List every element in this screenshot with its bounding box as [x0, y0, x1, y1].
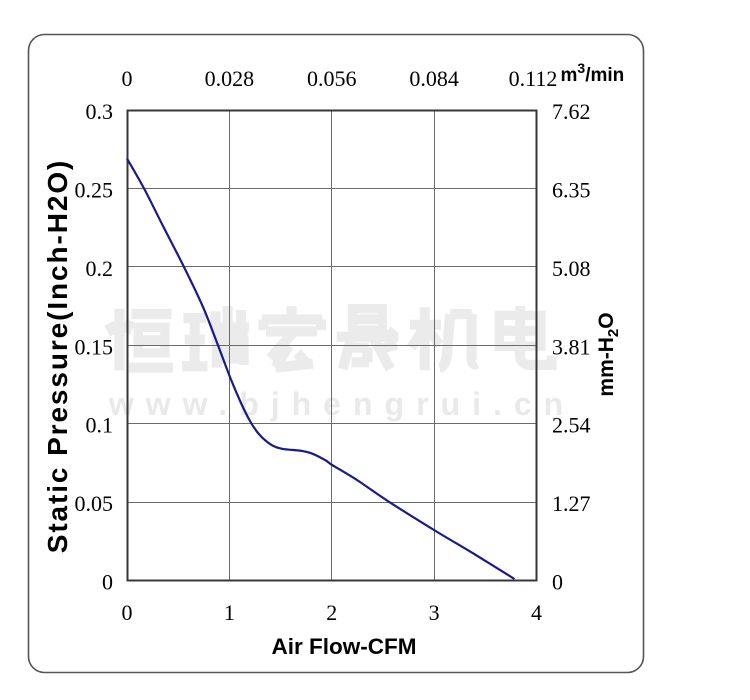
svg-text:0: 0 [122, 66, 133, 91]
svg-text:0.084: 0.084 [409, 66, 459, 91]
svg-text:0.05: 0.05 [75, 491, 114, 516]
svg-text:0.1: 0.1 [86, 413, 114, 438]
svg-text:0: 0 [122, 600, 133, 625]
svg-text:Air Flow-CFM: Air Flow-CFM [272, 634, 417, 659]
svg-text:5.08: 5.08 [552, 256, 591, 281]
svg-text:4: 4 [531, 600, 542, 625]
svg-text:Static Pressure(Inch-H2O): Static Pressure(Inch-H2O) [42, 159, 73, 554]
svg-text:1.27: 1.27 [552, 491, 591, 516]
svg-text:mm-H2O: mm-H2O [595, 312, 622, 396]
svg-text:m3/min: m3/min [561, 60, 625, 86]
svg-text:0.112: 0.112 [509, 66, 558, 91]
svg-text:0.028: 0.028 [205, 66, 255, 91]
svg-text:0.2: 0.2 [86, 256, 114, 281]
svg-text:0.15: 0.15 [75, 334, 114, 359]
svg-text:www.bjhengrui.cn: www.bjhengrui.cn [108, 386, 575, 422]
svg-text:0.3: 0.3 [86, 99, 114, 124]
svg-text:0: 0 [102, 570, 113, 595]
svg-text:3: 3 [429, 600, 440, 625]
svg-text:0: 0 [552, 570, 563, 595]
svg-text:0.056: 0.056 [307, 66, 357, 91]
svg-text:2: 2 [326, 600, 337, 625]
svg-text:7.62: 7.62 [552, 99, 591, 124]
svg-text:3.81: 3.81 [552, 334, 591, 359]
svg-text:1: 1 [224, 600, 235, 625]
svg-text:2.54: 2.54 [552, 413, 591, 438]
svg-text:6.35: 6.35 [552, 177, 591, 202]
svg-text:0.25: 0.25 [75, 177, 114, 202]
